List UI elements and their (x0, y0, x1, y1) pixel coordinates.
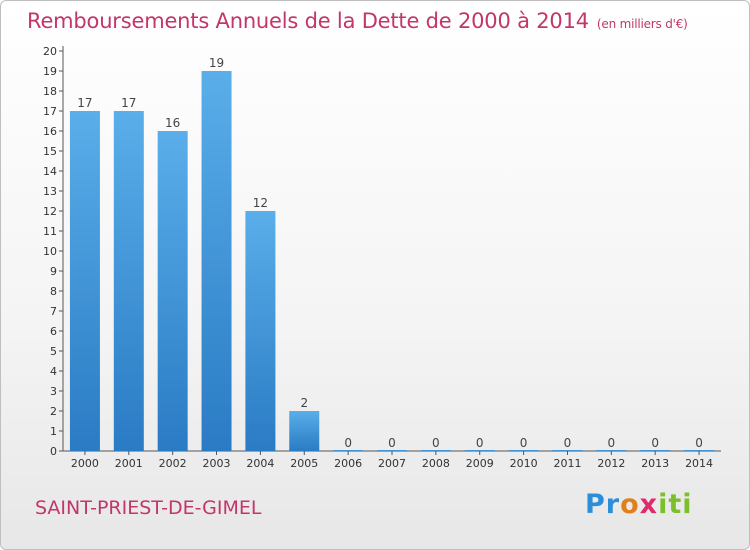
bar (289, 411, 320, 451)
y-tick-label: 10 (43, 245, 57, 258)
y-tick-label: 18 (43, 85, 57, 98)
proxiti-logo: Proxiti (585, 489, 693, 520)
y-tick-label: 15 (43, 145, 57, 158)
bar (157, 131, 188, 451)
data-label: 0 (608, 436, 616, 450)
y-tick-label: 12 (43, 205, 57, 218)
bar (420, 450, 451, 451)
y-tick-label: 11 (43, 225, 57, 238)
commune-name: SAINT-PRIEST-DE-GIMEL (35, 497, 262, 519)
x-tick-label: 2012 (597, 457, 625, 470)
y-tick-label: 9 (50, 265, 57, 278)
y-tick-label: 17 (43, 105, 57, 118)
chart-title: Remboursements Annuels de la Dette de 20… (27, 9, 688, 33)
data-label: 0 (564, 436, 572, 450)
x-tick-label: 2013 (641, 457, 669, 470)
y-tick-label: 2 (50, 405, 57, 418)
x-tick-label: 2011 (553, 457, 581, 470)
x-tick-label: 2004 (246, 457, 274, 470)
data-label: 17 (77, 96, 92, 110)
y-tick-label: 0 (50, 445, 57, 458)
y-tick-label: 13 (43, 185, 57, 198)
bar (596, 450, 627, 451)
x-tick-label: 2008 (422, 457, 450, 470)
y-tick-label: 16 (43, 125, 57, 138)
data-label: 17 (121, 96, 136, 110)
x-tick-label: 2006 (334, 457, 362, 470)
x-tick-label: 2009 (466, 457, 494, 470)
x-tick-label: 2002 (159, 457, 187, 470)
bar (464, 450, 495, 451)
bar (201, 71, 232, 451)
x-tick-label: 2007 (378, 457, 406, 470)
bar (69, 111, 100, 451)
y-tick-label: 7 (50, 305, 57, 318)
chart-unit: (en milliers d'€) (596, 17, 688, 31)
data-label: 19 (209, 56, 224, 70)
bar (377, 450, 407, 451)
y-tick-label: 20 (43, 45, 57, 58)
bar (552, 450, 583, 451)
data-label: 0 (432, 436, 440, 450)
x-tick-label: 2001 (115, 457, 143, 470)
data-label: 0 (520, 436, 528, 450)
data-label: 0 (651, 436, 659, 450)
data-label: 0 (695, 436, 703, 450)
bar (245, 211, 276, 451)
bar (684, 450, 715, 451)
x-tick-label: 2014 (685, 457, 713, 470)
data-label: 0 (476, 436, 484, 450)
data-label: 0 (388, 436, 396, 450)
bar (113, 111, 144, 451)
y-tick-label: 8 (50, 285, 57, 298)
data-label: 2 (300, 396, 308, 410)
x-tick-label: 2003 (203, 457, 231, 470)
bar (333, 450, 364, 451)
data-label: 16 (165, 116, 180, 130)
y-tick-label: 6 (50, 325, 57, 338)
y-tick-label: 19 (43, 65, 57, 78)
y-tick-label: 1 (50, 425, 57, 438)
y-tick-label: 4 (50, 365, 57, 378)
bar (640, 450, 671, 451)
x-tick-label: 2005 (290, 457, 318, 470)
y-tick-label: 3 (50, 385, 57, 398)
y-tick-label: 5 (50, 345, 57, 358)
y-tick-label: 14 (43, 165, 57, 178)
chart-title-text: Remboursements Annuels de la Dette de 20… (27, 9, 589, 33)
data-label: 0 (344, 436, 352, 450)
data-label: 12 (253, 196, 268, 210)
x-tick-label: 2010 (510, 457, 538, 470)
x-tick-label: 2000 (71, 457, 99, 470)
bar (508, 450, 539, 451)
